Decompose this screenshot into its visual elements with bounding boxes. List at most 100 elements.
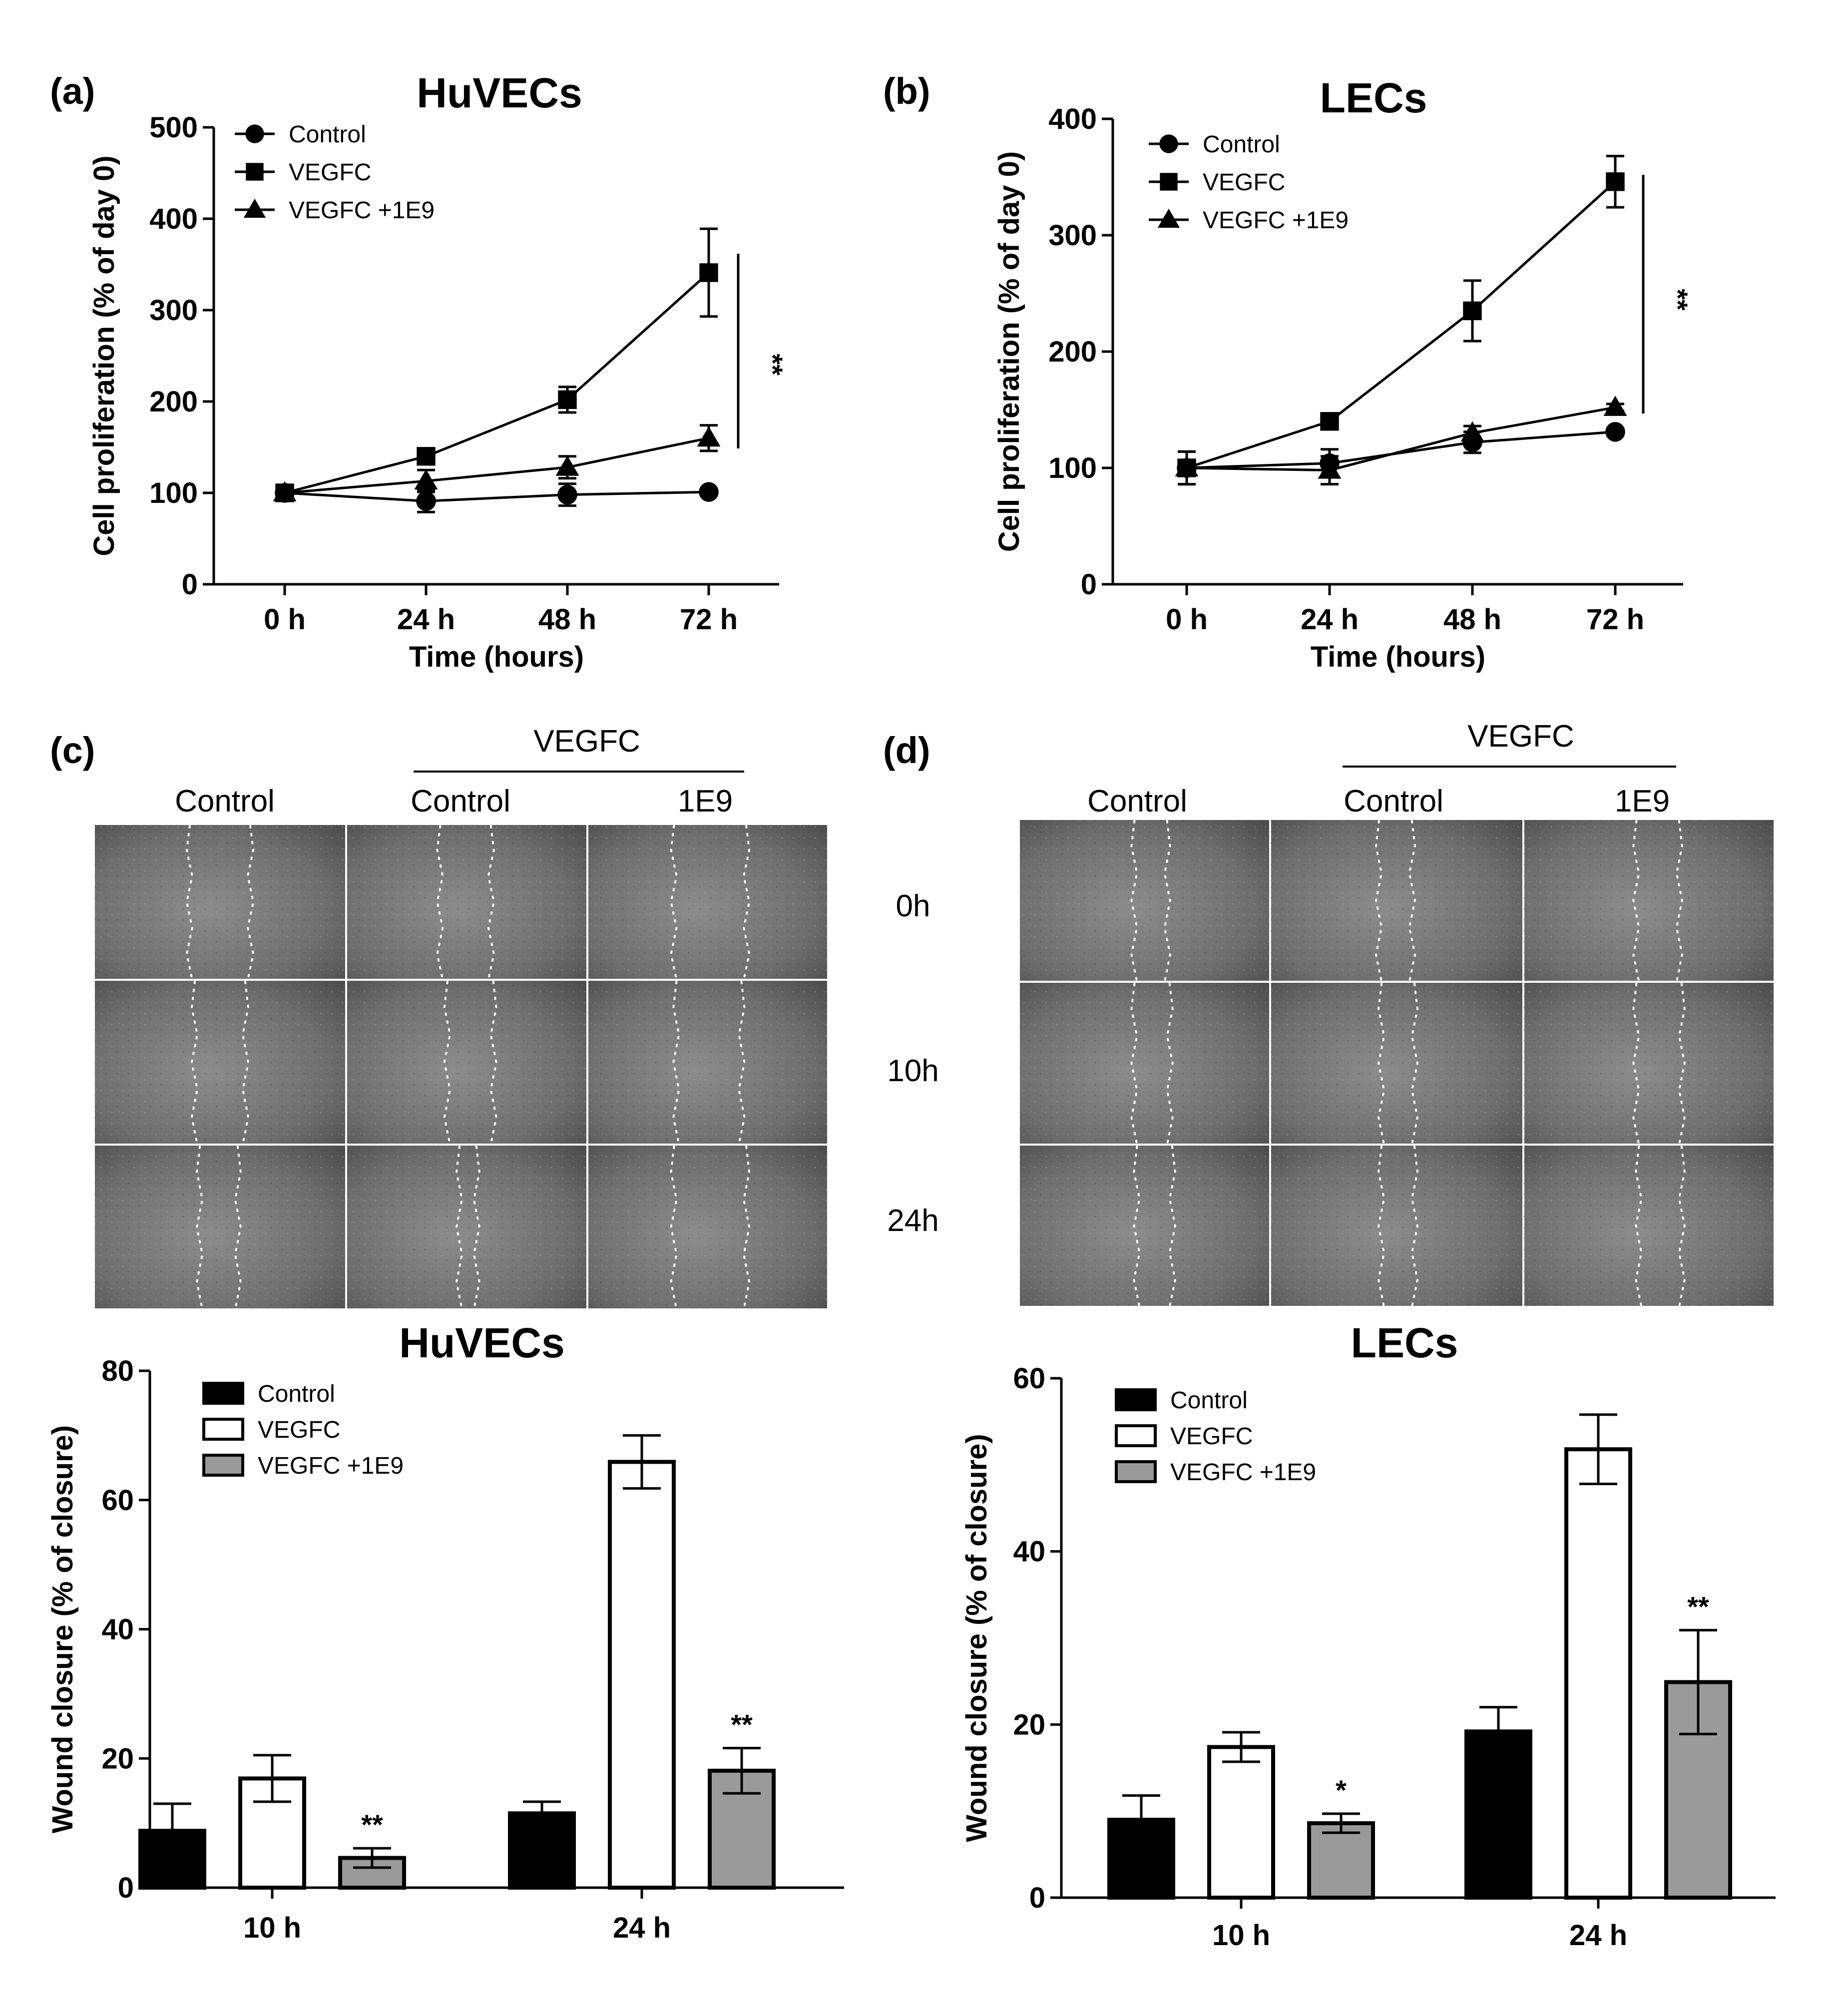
- wound-edge-dotted-line: [1410, 983, 1419, 1146]
- bar-control: [1464, 1729, 1532, 1900]
- chart-title: HuVECs: [417, 69, 582, 116]
- data-point-vegfc-1e9: [1603, 396, 1627, 416]
- wound-edge-dotted-line: [1678, 1146, 1686, 1308]
- wound-edge-dotted-line: [196, 1146, 204, 1310]
- y-tick-label: 60: [1013, 1362, 1045, 1395]
- y-tick-label: 0: [1081, 568, 1097, 601]
- bar-vegfc: [1207, 1745, 1275, 1900]
- series-vegfc-1e9: ***: [1307, 1591, 1732, 1900]
- panel-d-micrograph: [1018, 818, 1271, 983]
- panel-d-row-label-0h: 0h: [896, 889, 930, 923]
- wound-edge-dotted-line: [1163, 820, 1171, 983]
- micrograph-texture: [1270, 982, 1523, 1145]
- x-tick-label: 72 h: [1586, 603, 1644, 636]
- x-tick-label: 72 h: [680, 603, 738, 636]
- x-tick-label: 24 h: [613, 1912, 671, 1944]
- panel-c-micrograph: [93, 979, 347, 1146]
- data-point-vegfc-1e9: [414, 469, 438, 490]
- significance-label: **: [757, 354, 789, 376]
- y-tick-label: 60: [101, 1484, 134, 1517]
- panel-d-row-label-24h: 24h: [887, 1204, 938, 1238]
- y-axis-label: Cell proliferation (% of day 0): [88, 155, 120, 556]
- data-point-vegfc-1e9: [697, 426, 721, 447]
- x-tick-label: 10 h: [1212, 1919, 1270, 1952]
- wound-edge-dotted-line: [487, 825, 495, 981]
- wound-edge-dotted-line: [1168, 1146, 1176, 1308]
- wound-edge-dotted-line: [1130, 983, 1138, 1146]
- wound-edge-dotted-line: [738, 981, 746, 1146]
- wound-edge-dotted-line: [1675, 820, 1683, 983]
- wound-edge-dotted-line: [234, 1146, 242, 1310]
- wound-edge-dotted-line: [1410, 1146, 1419, 1308]
- significance-label: **: [361, 1809, 383, 1840]
- panel-d-row-label-10h: 10h: [887, 1054, 938, 1088]
- panel-c-headers: VEGFC Control Control 1E9: [175, 724, 744, 818]
- micrograph-texture: [94, 1145, 346, 1309]
- data-point-vegfc-1e9: [1175, 456, 1199, 477]
- legend-label: VEGFC: [289, 159, 371, 186]
- panel-c-micrograph-grid: [93, 823, 829, 1310]
- panel-d-group-label: VEGFC: [1467, 719, 1574, 754]
- series-line: [284, 490, 709, 502]
- y-tick-label: 0: [1029, 1882, 1045, 1914]
- panel-d-micrograph: [1522, 818, 1776, 983]
- data-point-vegfc-1e9: [1460, 421, 1484, 442]
- micrograph-texture: [587, 824, 828, 980]
- y-tick-label: 200: [1048, 336, 1097, 368]
- bar-chart-huvecs: HuVECs 0 20 40 60 80 Wound closure (% of closu…: [46, 1319, 844, 1944]
- y-tick-label: 100: [1048, 452, 1097, 484]
- wound-edge-dotted-line: [1130, 820, 1138, 983]
- legend-marker-control: [245, 124, 264, 143]
- panel-d-col-label-vegfc-1e9: 1E9: [1615, 784, 1670, 818]
- x-tick-label: 24 h: [397, 603, 455, 636]
- micrograph-texture: [587, 980, 828, 1145]
- x-tick-label: 48 h: [1443, 603, 1501, 636]
- wound-edge-dotted-line: [443, 981, 451, 1146]
- legend-label: VEGFC +1E9: [1203, 207, 1349, 234]
- panel-d-col-label-control: Control: [1087, 784, 1187, 818]
- legend-swatch-vegfc-1e9: [202, 1454, 244, 1477]
- panel-d-col-label-vegfc-control: Control: [1344, 784, 1443, 818]
- series-line: [1186, 430, 1616, 469]
- wound-edge-dotted-line: [670, 1146, 678, 1310]
- panel-d-micrograph: [1018, 981, 1271, 1146]
- x-tick-label: 0 h: [1166, 603, 1208, 636]
- legend-label: Control: [1203, 131, 1280, 158]
- micrograph-texture: [346, 824, 587, 980]
- micrograph-texture: [1019, 982, 1270, 1145]
- series-control: [1177, 421, 1625, 486]
- y-tick-label: 20: [1013, 1708, 1045, 1741]
- y-tick-label: 0: [182, 568, 198, 601]
- y-axis-label: Cell proliferation (% of day 0): [993, 151, 1025, 552]
- data-point-control: [416, 491, 436, 511]
- x-axis-label: Time (hours): [1311, 641, 1485, 673]
- y-tick-label: 80: [101, 1355, 134, 1387]
- y-tick-label: 0: [118, 1872, 134, 1904]
- x-tick-label: 10 h: [243, 1912, 301, 1944]
- legend-label: Control: [289, 121, 366, 148]
- series-vegfc-1e9: [1175, 396, 1627, 486]
- wound-edge-dotted-line: [247, 825, 255, 981]
- wound-edge-dotted-line: [1678, 983, 1686, 1146]
- panel-c-micrograph: [586, 979, 829, 1146]
- wound-edge-dotted-line: [1408, 820, 1416, 983]
- legend-swatch-control: [1115, 1388, 1157, 1411]
- y-tick-label: 500: [149, 111, 198, 144]
- significance-label: *: [1336, 1774, 1347, 1806]
- data-point-vegfc: [417, 447, 436, 466]
- significance-label: **: [731, 1709, 753, 1740]
- chart-title: LECs: [1320, 74, 1427, 121]
- data-point-vegfc: [1320, 412, 1339, 431]
- chart-title: HuVECs: [399, 1319, 564, 1366]
- legend-swatch-vegfc: [202, 1418, 244, 1441]
- legend-label: VEGFC +1E9: [289, 197, 435, 224]
- panel-c-micrograph: [586, 1144, 829, 1310]
- legend-label: Control: [1170, 1387, 1248, 1414]
- legend-swatch-control: [202, 1382, 244, 1405]
- wound-edge-dotted-line: [1378, 1146, 1385, 1308]
- wound-edge-dotted-line: [241, 981, 250, 1146]
- series-line: [1186, 180, 1616, 469]
- wound-edge-dotted-line: [1635, 1146, 1643, 1308]
- wound-edge-dotted-line: [743, 1146, 751, 1310]
